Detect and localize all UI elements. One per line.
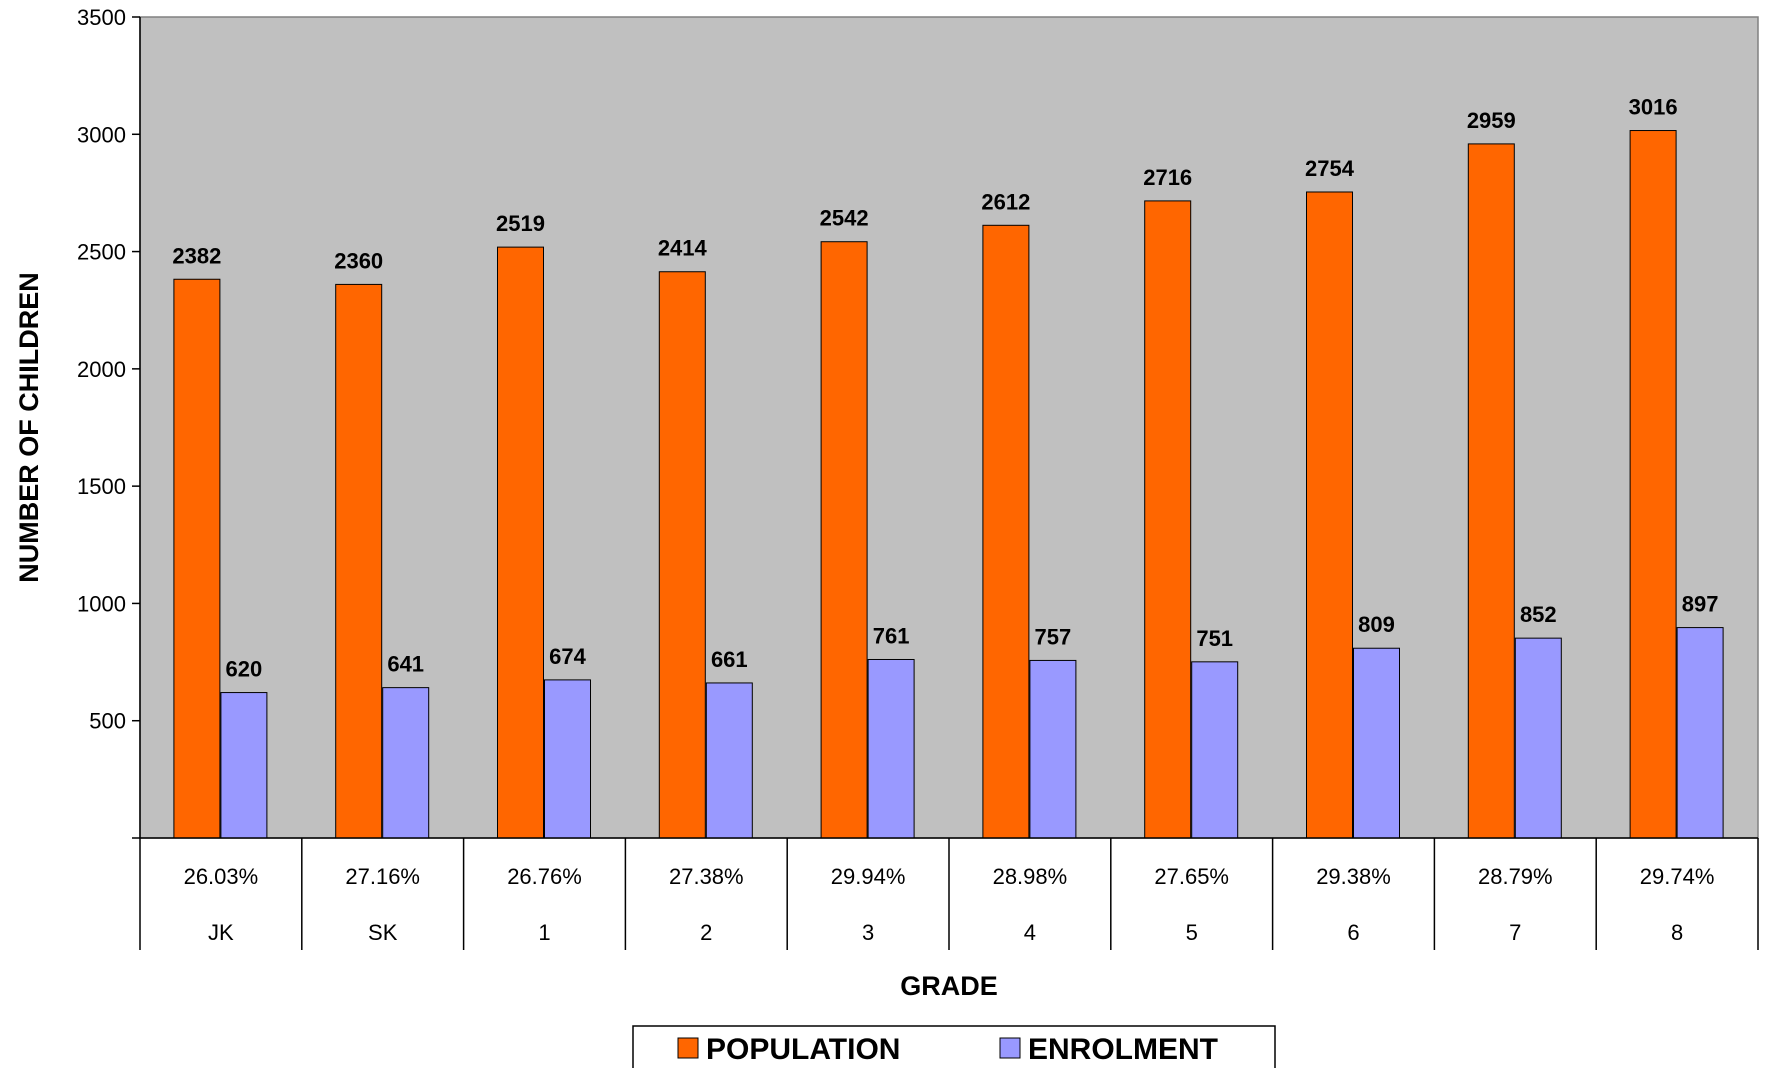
- bar-enrolment-2: [705, 682, 753, 839]
- data-label-enrolment-8: 897: [1682, 592, 1719, 617]
- data-label-population-1: 2519: [496, 211, 545, 236]
- bar-population-3: [820, 241, 868, 839]
- bar-enrolment-sk: [382, 687, 430, 839]
- x-tick-label-4: 4: [1024, 920, 1036, 945]
- y-axis-title: NUMBER OF CHILDREN: [14, 272, 44, 583]
- percent-label-jk: 26.03%: [184, 864, 259, 889]
- bar-enrolment-4: [1029, 659, 1077, 839]
- bar-population-sk: [335, 283, 383, 839]
- y-tick-label: 2500: [77, 240, 126, 265]
- y-tick-label: 500: [89, 709, 126, 734]
- data-label-enrolment-7: 852: [1520, 602, 1557, 627]
- data-label-population-8: 3016: [1629, 95, 1678, 120]
- bar-enrolment-7: [1514, 637, 1562, 839]
- bar-population-6: [1306, 191, 1353, 839]
- data-label-population-7: 2959: [1467, 108, 1516, 133]
- data-label-enrolment-sk: 641: [387, 652, 424, 677]
- y-tick-label: 1500: [77, 474, 126, 499]
- data-label-population-3: 2542: [820, 206, 869, 231]
- data-label-enrolment-4: 757: [1035, 624, 1072, 649]
- x-tick-label-5: 5: [1186, 920, 1198, 945]
- percent-label-2: 27.38%: [669, 864, 744, 889]
- y-tick-label: 2000: [77, 357, 126, 382]
- data-label-enrolment-5: 751: [1196, 626, 1233, 651]
- bar-enrolment-6: [1353, 647, 1400, 839]
- bar-enrolment-3: [867, 658, 915, 839]
- bar-population-5: [1144, 200, 1192, 839]
- data-label-population-4: 2612: [981, 189, 1030, 214]
- bar-enrolment-8: [1676, 627, 1724, 839]
- data-label-population-jk: 2382: [172, 243, 221, 268]
- data-label-population-2: 2414: [658, 236, 708, 261]
- y-tick-label: 3000: [77, 122, 126, 147]
- y-tick-label: 3500: [77, 5, 126, 30]
- data-label-enrolment-3: 761: [873, 623, 910, 648]
- legend-box: [632, 1025, 1276, 1068]
- legend-label-population: POPULATION: [706, 1033, 900, 1066]
- bar-population-7: [1467, 143, 1515, 839]
- legend-swatch-enrolment: [999, 1037, 1021, 1059]
- percent-label-8: 29.74%: [1640, 864, 1715, 889]
- bar-population-2: [658, 271, 706, 839]
- y-tick-label: 1000: [77, 591, 126, 616]
- percent-label-6: 29.38%: [1316, 864, 1391, 889]
- legend-label-enrolment: ENROLMENT: [1028, 1033, 1218, 1066]
- percent-label-1: 26.76%: [507, 864, 582, 889]
- x-axis-title: GRADE: [900, 971, 998, 1001]
- data-label-population-sk: 2360: [334, 248, 383, 273]
- legend: POPULATION ENROLMENT: [632, 1025, 1276, 1068]
- bar-population-jk: [173, 278, 221, 839]
- data-label-enrolment-2: 661: [711, 647, 748, 672]
- bar-population-8: [1629, 130, 1677, 839]
- bar-population-4: [982, 224, 1030, 839]
- percent-label-sk: 27.16%: [345, 864, 420, 889]
- data-label-population-5: 2716: [1143, 165, 1192, 190]
- x-tick-label-7: 7: [1509, 920, 1521, 945]
- x-tick-label-1: 1: [538, 920, 550, 945]
- percent-label-7: 28.79%: [1478, 864, 1553, 889]
- data-label-enrolment-1: 674: [549, 644, 586, 669]
- x-tick-label-sk: SK: [368, 920, 398, 945]
- bar-enrolment-1: [544, 679, 591, 839]
- percent-label-4: 28.98%: [993, 864, 1068, 889]
- bar-population-1: [497, 246, 544, 839]
- x-tick-label-jk: JK: [208, 920, 234, 945]
- bar-enrolment-5: [1191, 661, 1239, 839]
- x-tick-label-2: 2: [700, 920, 712, 945]
- data-label-enrolment-6: 809: [1358, 612, 1395, 637]
- x-tick-label-6: 6: [1347, 920, 1359, 945]
- percent-label-3: 29.94%: [831, 864, 906, 889]
- bar-enrolment-jk: [220, 692, 268, 839]
- legend-swatch-population: [677, 1037, 699, 1059]
- x-tick-label-8: 8: [1671, 920, 1683, 945]
- x-tick-label-3: 3: [862, 920, 874, 945]
- data-label-enrolment-jk: 620: [226, 657, 263, 682]
- data-label-population-6: 2754: [1305, 156, 1355, 181]
- percent-label-5: 27.65%: [1154, 864, 1229, 889]
